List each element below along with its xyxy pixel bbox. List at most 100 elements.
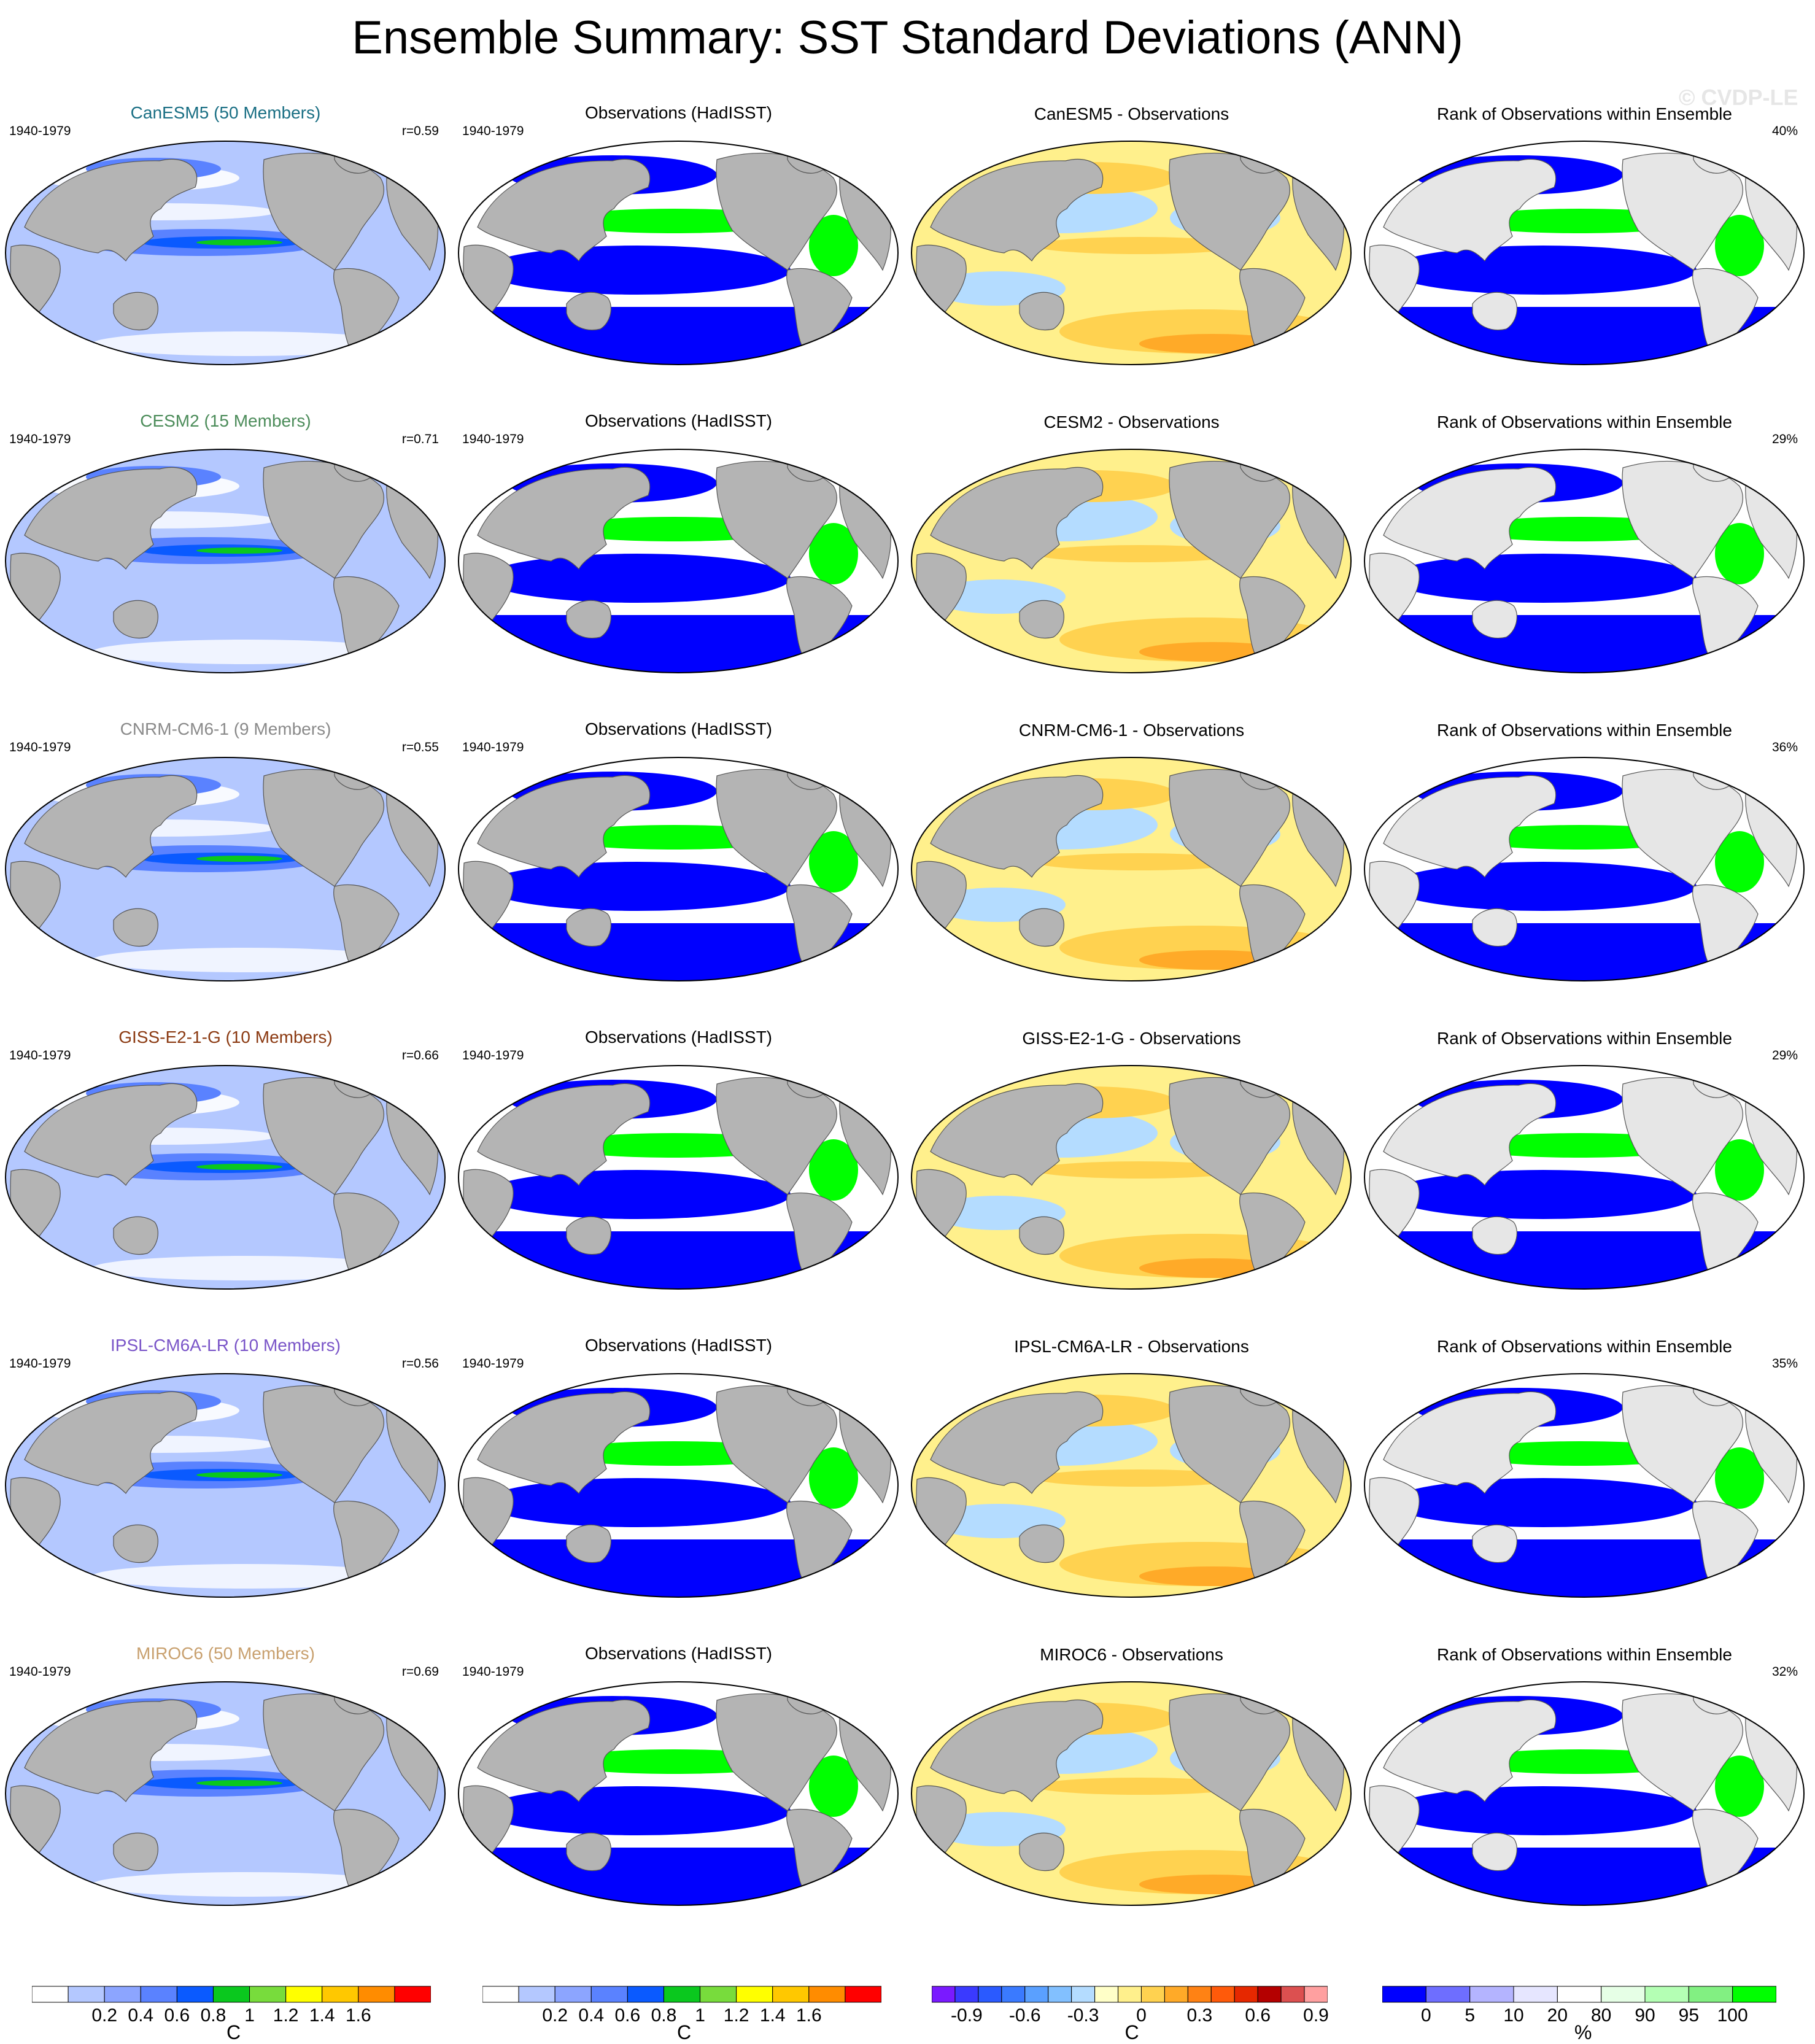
map-border [5,449,446,673]
colorbar-swatch [932,1986,956,2003]
colorbar-tick-label: 1 [695,2005,705,2026]
panel-rank-1: Rank of Observations within Ensemble 40% [1359,86,1810,387]
colorbar-tick-label: 0.8 [200,2005,226,2026]
colorbar-swatch [322,1986,359,2003]
map-rank [1364,757,1805,981]
map-border [911,449,1352,673]
observations-title: Observations (HadISST) [585,1644,772,1663]
map-obs [458,141,899,365]
panel-mean-1: CanESM5 (50 Members) 1940-1979 r=0.59 [0,86,451,387]
land-australia [113,908,158,947]
period-label: 1940-1979 [9,1048,71,1063]
land-eurasia [477,1083,651,1186]
colorbar-tick-label: 1.6 [345,2005,371,2026]
map-mean [5,449,446,673]
map-mean [5,757,446,981]
colorbar-swatch [358,1986,395,2003]
colorbar-tick-label: 100 [1717,2005,1748,2026]
land-eurasia [24,1391,198,1494]
land-eurasia [930,1699,1104,1802]
colorbar-tick-label: 0.6 [1245,2005,1271,2026]
land-australia [1019,908,1064,947]
colorbar-tick-label: 0.9 [1303,2005,1329,2026]
colorbar-tick-label: 1.4 [759,2005,786,2026]
map-rank [1364,1065,1805,1290]
colorbar-swatch [285,1986,323,2003]
land-eurasia [24,775,198,878]
colorbar-swatch [1557,1986,1602,2003]
land-australia [113,600,158,639]
period-label: 1940-1979 [462,1665,524,1679]
land-australia [113,1524,158,1563]
period-label: 1940-1979 [9,1357,71,1371]
colorbar-swatch [1513,1986,1558,2003]
rank-title: Rank of Observations within Ensemble [1437,1029,1732,1048]
map-border [5,1681,446,1906]
pattern-correlation: r=0.55 [401,740,439,754]
land-australia [566,1524,611,1563]
pattern-correlation: r=0.59 [401,124,439,138]
difference-title: CNRM-CM6-1 - Observations [1018,721,1245,740]
rank-title: Rank of Observations within Ensemble [1437,1645,1732,1664]
land-eurasia [477,466,651,570]
land-australia [566,292,611,331]
colorbar-swatch [249,1986,287,2003]
panel-rank-5: Rank of Observations within Ensemble 35% [1359,1318,1810,1619]
rank-percent: 40% [1771,124,1798,138]
panel-diff-2: CESM2 - Observations [906,394,1357,695]
land-eurasia [930,158,1104,261]
map-diff [911,141,1352,365]
colorbar-swatch [1210,1986,1235,2003]
difference-title: GISS-E2-1-G - Observations [1022,1029,1241,1048]
land-australia [113,292,158,331]
map-border [458,1065,899,1290]
colorbar-swatch [104,1986,141,2003]
land-eurasia [1383,775,1557,878]
land-eurasia [930,1391,1104,1494]
colorbar-swatch [700,1986,737,2003]
colorbar-swatch [1469,1986,1514,2003]
map-border [458,141,899,365]
watermark: © CVDP-LE [1679,85,1798,110]
land-eurasia [24,1083,198,1186]
land-eurasia [24,1699,198,1802]
colorbar-tick-label: 0.6 [164,2005,190,2026]
land-eurasia [1383,466,1557,570]
land-eurasia [477,1699,651,1802]
colorbar-tick-label: 1.4 [309,2005,335,2026]
colorbar-1: 0.2 0.4 0.6 0.8 1 1.2 1.4 1.6 C [32,1986,431,2043]
pattern-correlation: r=0.71 [401,432,439,446]
map-obs [458,1065,899,1290]
rank-title: Rank of Observations within Ensemble [1437,412,1732,432]
colorbar-swatch [1048,1986,1072,2003]
land-australia [566,600,611,639]
observations-title: Observations (HadISST) [585,1336,772,1355]
pattern-correlation: r=0.56 [401,1357,439,1371]
colorbar-tick-label: 1.2 [273,2005,299,2026]
panel-diff-3: CNRM-CM6-1 - Observations [906,702,1357,1003]
colorbar-swatch [482,1986,519,2003]
colorbar-swatch [1071,1986,1096,2003]
observations-title: Observations (HadISST) [585,103,772,122]
land-australia [566,908,611,947]
panel-rank-3: Rank of Observations within Ensemble 36% [1359,702,1810,1003]
colorbar-tick-label: 0.2 [91,2005,118,2026]
panel-mean-2: CESM2 (15 Members) 1940-1979 r=0.71 [0,394,451,695]
land-australia [1472,908,1517,947]
map-border [458,1681,899,1906]
panel-obs-6: Observations (HadISST) 1940-1979 [453,1627,904,1927]
land-eurasia [930,775,1104,878]
land-australia [1019,1216,1064,1255]
period-label: 1940-1979 [462,740,524,754]
map-obs [458,757,899,981]
map-border [911,1681,1352,1906]
map-rank [1364,449,1805,673]
map-obs [458,449,899,673]
colorbar-tick-label: 1.2 [723,2005,749,2026]
map-diff [911,1065,1352,1290]
colorbar-3: -0.9 -0.6 -0.3 0 0.3 0.6 0.9 C [932,1986,1329,2043]
pattern-correlation: r=0.66 [401,1048,439,1063]
colorbar-swatch [1234,1986,1258,2003]
colorbar-swatch [1688,1986,1733,2003]
observations-title: Observations (HadISST) [585,719,772,738]
